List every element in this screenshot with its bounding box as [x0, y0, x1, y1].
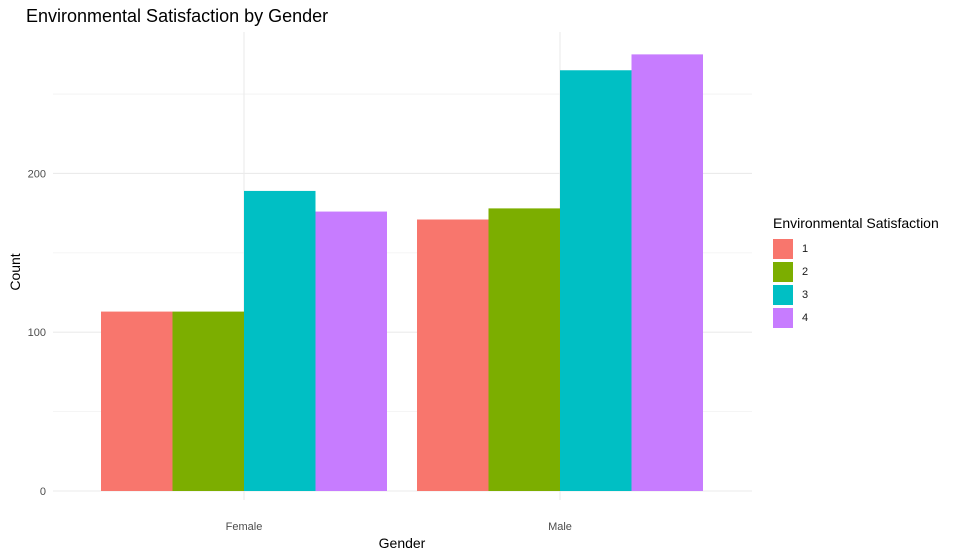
legend: Environmental Satisfaction 1 2 3 4: [773, 215, 939, 329]
bar-female-series-2: [172, 311, 244, 491]
y-tick-label: 0: [40, 486, 46, 498]
x-tick-label: Male: [548, 521, 572, 533]
bar-female-series-4: [315, 211, 387, 491]
legend-items: 1 2 3 4: [773, 237, 939, 329]
legend-item: 3: [773, 283, 939, 306]
x-tick-label: Female: [226, 521, 263, 533]
legend-title: Environmental Satisfaction: [773, 215, 939, 231]
bar-male-series-4: [631, 54, 703, 491]
legend-label: 4: [802, 311, 809, 324]
y-axis-ticks: 0 100 200: [28, 168, 46, 498]
x-axis-title: Gender: [379, 535, 426, 551]
x-axis-ticks: Female Male: [226, 521, 572, 533]
legend-swatch: [773, 238, 793, 259]
legend-item: 2: [773, 260, 939, 283]
legend-item: 1: [773, 237, 939, 260]
legend-label: 2: [802, 265, 809, 278]
legend-label: 1: [802, 242, 809, 255]
bars: [101, 54, 703, 492]
legend-swatch: [773, 307, 793, 328]
y-tick-label: 100: [28, 327, 46, 339]
legend-swatch: [773, 284, 793, 305]
legend-label: 3: [802, 288, 809, 301]
y-tick-label: 200: [28, 168, 46, 180]
bar-female-series-1: [101, 311, 173, 491]
bar-male-series-3: [560, 70, 632, 492]
bar-male-series-2: [488, 208, 560, 491]
legend-swatch: [773, 261, 793, 282]
legend-item: 4: [773, 306, 939, 329]
y-axis-title: Count: [7, 253, 23, 290]
chart-title: Environmental Satisfaction by Gender: [26, 6, 329, 26]
bar-male-series-1: [417, 219, 489, 491]
bar-female-series-3: [244, 190, 316, 492]
